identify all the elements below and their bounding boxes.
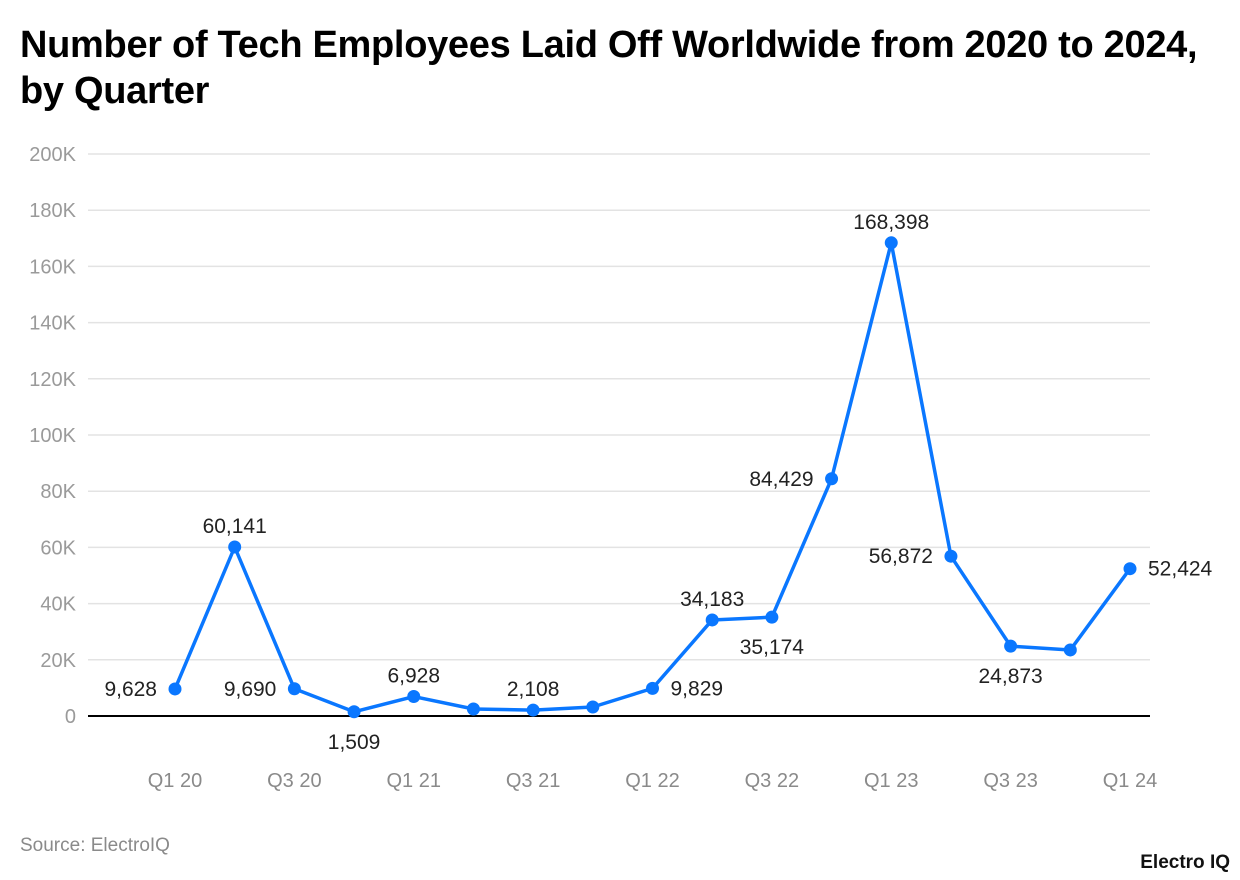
data-label: 34,183 [680,588,744,611]
data-label: 2,108 [507,678,560,701]
data-point [1063,643,1077,657]
data-label: 56,872 [869,545,933,568]
data-label: 9,829 [671,677,724,700]
y-tick-label: 200K [29,144,76,166]
data-label: 60,141 [203,515,267,538]
x-tick-label: Q1 20 [148,770,202,792]
brand-logo: Electro IQ [1140,852,1230,873]
data-point [526,703,540,717]
data-point [705,613,719,627]
x-tick-label: Q1 24 [1103,770,1157,792]
data-label: 24,873 [979,665,1043,688]
y-tick-label: 140K [29,313,76,335]
data-point [884,236,898,250]
x-tick-label: Q1 23 [864,770,918,792]
data-point [646,681,659,695]
y-tick-label: 80K [40,481,76,503]
data-label: 9,690 [224,678,277,701]
data-point [466,702,480,716]
series-line [173,241,1132,714]
x-tick-label: Q3 21 [506,770,560,792]
y-tick-label: 20K [40,650,76,672]
data-label: 52,424 [1148,558,1213,581]
data-label: 84,429 [749,468,813,491]
y-tick-label: 0 [65,706,76,728]
data-point [586,700,600,714]
data-label: 35,174 [740,636,805,659]
data-point [765,610,779,624]
y-tick-label: 120K [29,369,76,391]
x-tick-label: Q3 20 [267,770,321,792]
data-label: 6,928 [387,665,440,688]
x-tick-label: Q3 23 [983,770,1037,792]
data-point [287,682,301,696]
data-label: 9,628 [104,678,157,701]
x-tick-label: Q1 22 [625,770,679,792]
data-point [228,540,242,554]
data-point [347,705,361,719]
x-tick-label: Q3 22 [745,770,799,792]
y-tick-label: 40K [40,594,76,616]
chart-title: Number of Tech Employees Laid Off Worldw… [20,24,1198,112]
data-label: 168,398 [853,211,929,234]
data-point [168,682,182,696]
y-tick-label: 180K [29,200,76,222]
source-note: Source: ElectroIQ [20,835,170,856]
data-point [944,549,958,563]
y-tick-label: 160K [29,256,76,278]
x-tick-label: Q1 21 [387,770,441,792]
y-tick-label: 60K [40,537,76,559]
data-point [825,472,839,486]
data-point [1123,562,1137,576]
data-point [1004,639,1018,653]
data-point [407,690,421,704]
data-label: 1,509 [328,731,381,754]
y-tick-label: 100K [29,425,76,447]
